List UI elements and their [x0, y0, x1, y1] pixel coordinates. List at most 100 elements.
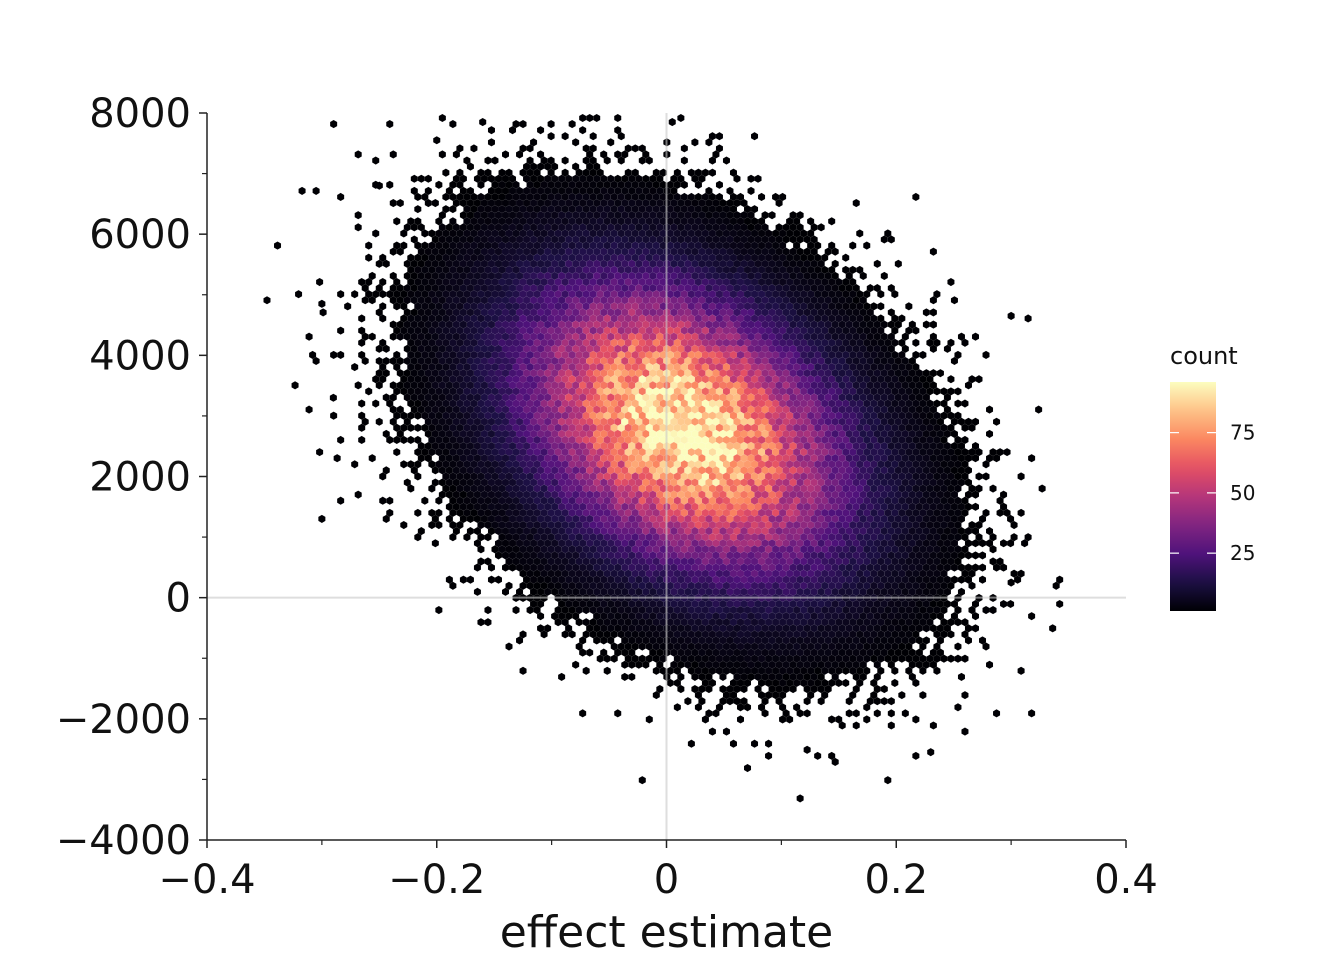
hex-bin	[873, 259, 881, 269]
hex-bin	[400, 229, 408, 238]
hex-bin	[414, 204, 422, 214]
hex-bin	[393, 447, 401, 457]
hex-bin	[508, 563, 517, 572]
hex-bin	[578, 125, 587, 135]
hex-bin	[414, 472, 422, 481]
hex-bin	[386, 180, 394, 190]
hex-bin	[435, 496, 443, 506]
hex-bin	[452, 150, 461, 159]
hex-bin	[578, 113, 587, 123]
hex-bin	[379, 496, 387, 506]
hex-bin	[487, 138, 496, 147]
hex-bin	[912, 326, 920, 335]
hex-bin	[715, 131, 724, 141]
hex-bin	[971, 453, 980, 463]
hex-bin	[336, 289, 345, 299]
hex-bin	[603, 156, 611, 165]
hex-bin	[343, 302, 352, 311]
hex-bin	[617, 131, 625, 141]
hex-bin	[365, 387, 373, 396]
hex-bin	[947, 374, 955, 384]
hex-bin	[1038, 484, 1046, 493]
hex-bin	[431, 538, 440, 548]
hex-bin	[856, 229, 864, 238]
hex-bin	[368, 332, 376, 341]
hex-bin	[912, 192, 920, 202]
hex-bin	[357, 338, 366, 348]
hex-bin	[350, 289, 359, 299]
hex-bin	[501, 150, 510, 159]
hex-bin	[329, 119, 338, 129]
hex-bin	[849, 241, 857, 250]
hex-bin	[957, 575, 966, 584]
hex-bin	[466, 514, 475, 524]
hex-bin	[929, 295, 938, 305]
hex-bin	[547, 131, 555, 141]
hex-bin	[375, 259, 383, 269]
hex-bin	[389, 332, 397, 341]
hex-bin	[379, 314, 387, 323]
hex-bin	[880, 271, 889, 281]
hex-bin	[487, 563, 496, 572]
hex-bin	[386, 119, 394, 129]
hex-bin	[585, 113, 594, 123]
hex-bin	[368, 453, 376, 463]
hex-bin	[989, 484, 997, 493]
hex-bin	[985, 429, 994, 439]
hex-bin	[393, 216, 401, 226]
hex-bin	[305, 332, 313, 341]
hex-bin	[617, 156, 625, 165]
hex-bin	[978, 563, 987, 572]
hex-bin	[645, 156, 654, 165]
hex-bin	[375, 381, 383, 390]
hex-bin	[985, 405, 994, 414]
hex-bin	[350, 459, 359, 469]
hex-bin	[547, 119, 555, 129]
hex-bin	[263, 295, 271, 305]
hex-bin	[396, 198, 404, 208]
hex-bin	[410, 174, 419, 184]
hex-bin	[754, 174, 762, 184]
hex-bin	[943, 344, 952, 354]
hex-bin	[438, 113, 447, 123]
hex-bin	[305, 405, 313, 414]
hex-bin	[954, 399, 962, 408]
hex-bin	[982, 350, 990, 360]
hex-bin	[922, 320, 931, 329]
hex-bin	[428, 520, 436, 530]
hex-bin	[961, 423, 969, 433]
hex-bin	[494, 575, 503, 584]
hex-bin	[929, 308, 938, 317]
hexbin-layer	[263, 113, 1064, 803]
hex-bin	[379, 472, 387, 481]
hex-bin	[414, 192, 422, 202]
hex-bin	[607, 138, 615, 147]
hex-bin	[1034, 405, 1043, 414]
hex-bin	[333, 453, 341, 463]
hex-bin	[929, 320, 938, 329]
hex-bin	[421, 229, 429, 238]
hex-bin	[863, 241, 871, 250]
hex-bin	[336, 496, 345, 506]
hex-bin	[361, 295, 369, 305]
hex-bin	[680, 144, 689, 153]
hex-bin	[933, 387, 941, 396]
hex-bin	[389, 150, 397, 159]
hex-bin	[357, 314, 366, 323]
hex-bin	[568, 119, 576, 129]
hex-bin	[315, 447, 324, 457]
hex-bin	[877, 302, 885, 311]
hex-bin	[694, 180, 703, 190]
hex-bin	[361, 356, 369, 366]
hex-bin	[715, 180, 724, 190]
hex-bin	[515, 150, 524, 159]
hex-bin	[999, 538, 1008, 548]
hex-bin	[484, 532, 492, 542]
hex-bin	[393, 302, 401, 311]
hex-bin	[691, 138, 699, 147]
hex-bin	[414, 411, 422, 420]
hex-bin	[421, 496, 429, 506]
hex-bin	[677, 113, 685, 123]
hex-bin	[978, 538, 987, 548]
hex-bin	[971, 502, 980, 512]
